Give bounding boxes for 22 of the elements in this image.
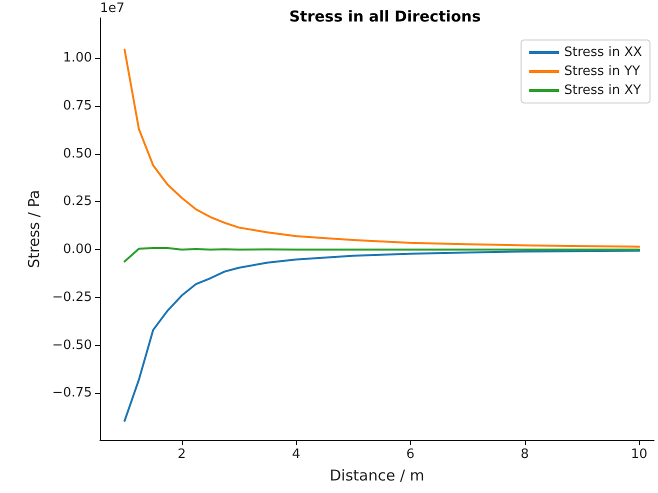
x-tick-label: 2: [178, 447, 186, 462]
y-tick-label: 0.00: [63, 242, 92, 258]
y-tick-label: 0.75: [63, 98, 92, 114]
legend-label: Stress in XY: [564, 83, 642, 98]
x-tick-label: 4: [292, 447, 300, 462]
line-series: [124, 250, 640, 422]
legend-label: Stress in YY: [564, 64, 640, 79]
chart-title: Stress in all Directions: [289, 8, 481, 26]
x-tick-label: 10: [630, 447, 648, 462]
text: 1e7: [100, 1, 125, 16]
legend-label: Stress in XX: [564, 45, 642, 60]
line-series: [124, 247, 640, 262]
y-tick-label: 1.00: [63, 50, 92, 66]
y-tick-label: −0.25: [52, 290, 92, 305]
y-tick-label: 0.25: [63, 194, 92, 210]
y-tick-label: 0.50: [63, 146, 92, 162]
y-axis-title: Stress / Pa: [24, 190, 43, 268]
x-tick-label: 6: [406, 447, 415, 462]
y-tick-label: −0.75: [52, 386, 92, 401]
x-tick-label: 8: [520, 447, 529, 462]
y-tick-label: −0.50: [52, 338, 92, 353]
x-axis-title: Distance / m: [330, 466, 424, 484]
